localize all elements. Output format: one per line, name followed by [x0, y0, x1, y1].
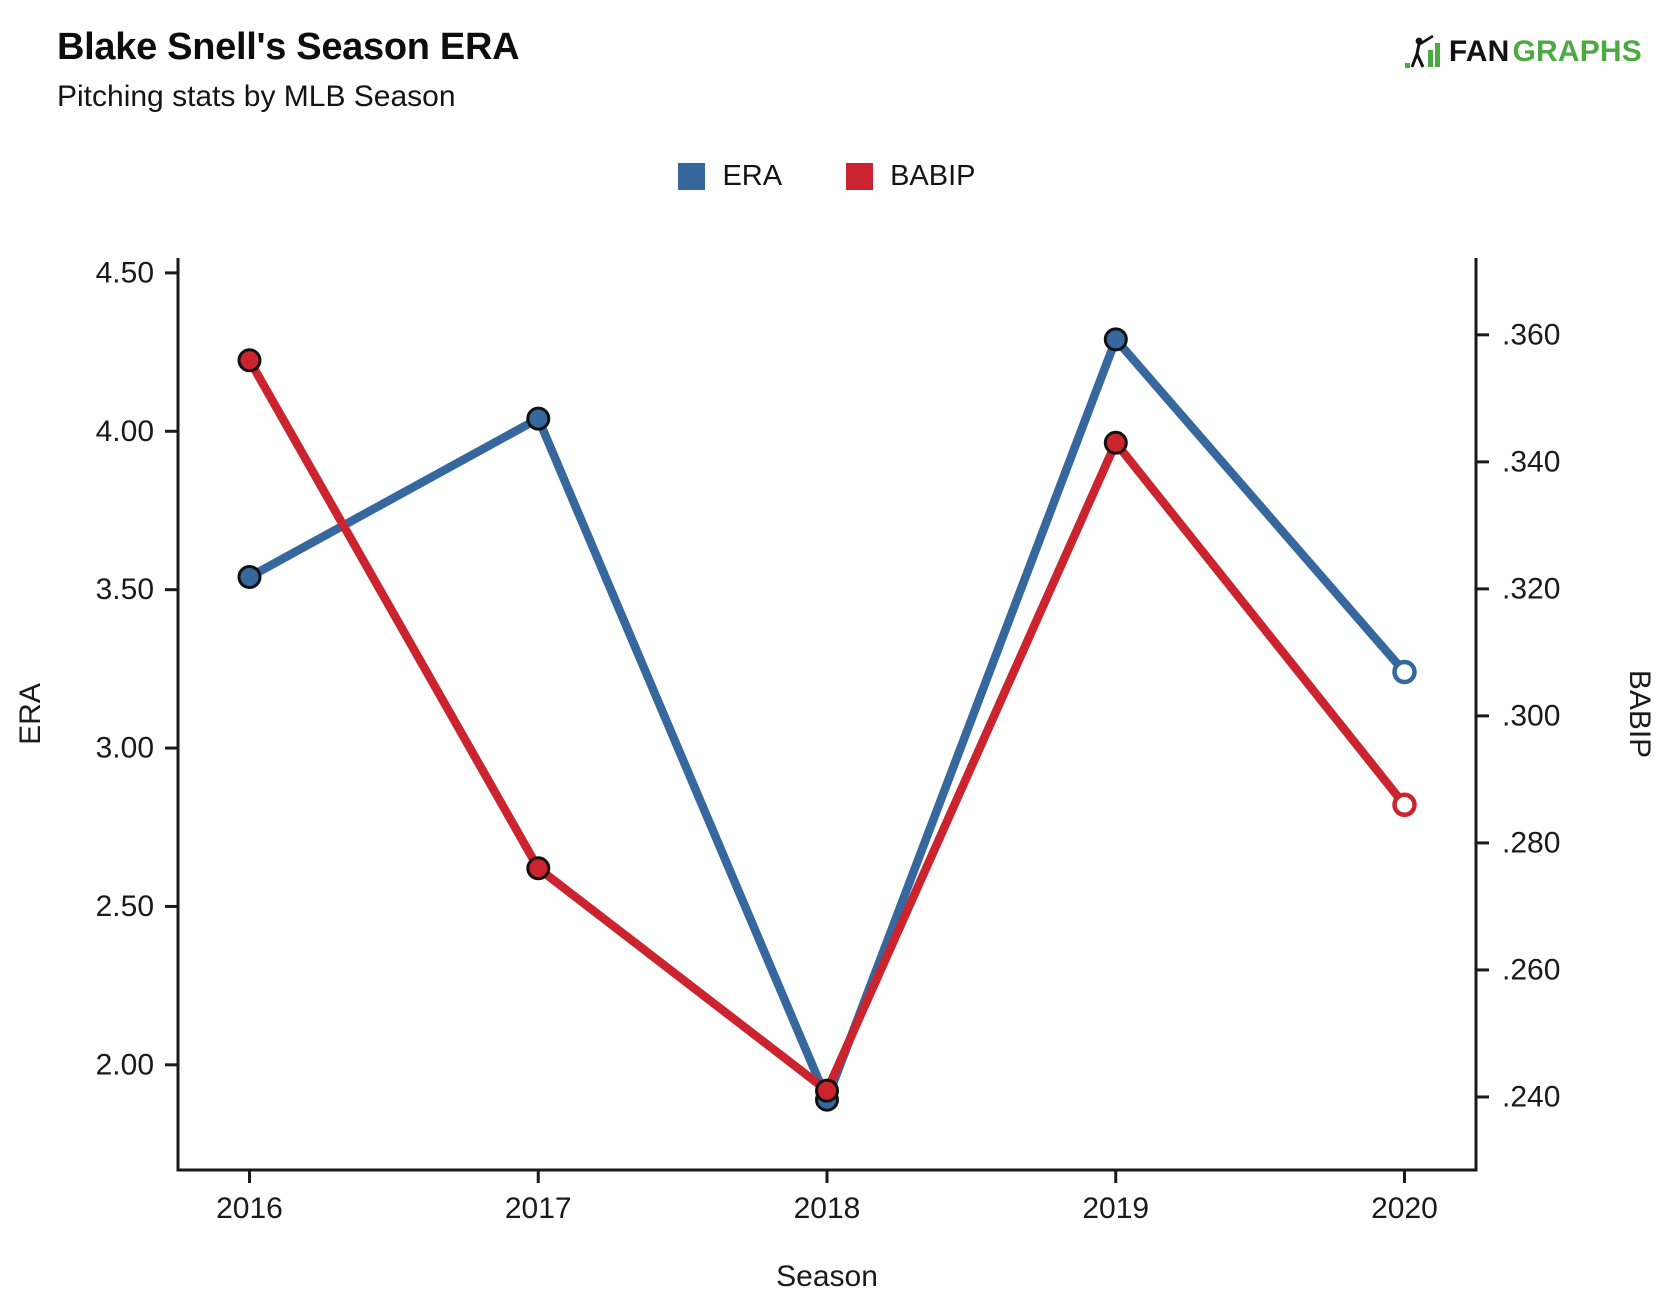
chart-legend: ERA BABIP	[178, 160, 1476, 193]
babip-axis-tick-label: .240	[1502, 1080, 1560, 1113]
babip-point-2020	[1392, 792, 1417, 818]
babip-point-2019	[1103, 430, 1128, 455]
logo-text-fan: FAN	[1448, 35, 1510, 68]
legend-item-babip[interactable]: BABIP	[846, 160, 976, 193]
babip-axis-tick-label: .340	[1502, 445, 1560, 478]
era-axis-tick-label: 3.00	[96, 732, 154, 765]
era-axis-tick-label: 4.00	[96, 415, 154, 448]
era-point-2017	[526, 406, 551, 431]
babip-axis-tick-label: .280	[1502, 826, 1560, 859]
chart-title: Blake Snell's Season ERA	[57, 26, 520, 68]
season-axis-tick-label: 2019	[1082, 1192, 1149, 1225]
era-axis-tick-label: 2.50	[96, 890, 154, 923]
era-point-2020	[1392, 659, 1417, 685]
fangraphs-logo[interactable]: FAN GRAPHS	[1404, 34, 1642, 70]
babip-axis-tick-label: .320	[1502, 572, 1560, 605]
era-legend-swatch	[678, 163, 706, 190]
era-point-2016	[237, 565, 262, 589]
babip-point-2016	[237, 348, 262, 373]
babip-axis-tick-label: .300	[1502, 699, 1560, 732]
era-line	[247, 331, 1408, 1112]
fangraphs-batter-icon	[1404, 34, 1440, 68]
left-axis-title: ERA	[14, 683, 47, 745]
babip-point-2018	[815, 1078, 839, 1103]
era-point-2019	[1103, 327, 1128, 352]
season-axis-tick-label: 2018	[794, 1192, 861, 1225]
right-axis-title: BABIP	[1623, 670, 1656, 758]
logo-text-graphs: GRAPHS	[1512, 35, 1642, 68]
era-axis-tick-label: 3.50	[96, 573, 154, 606]
era-axis-tick-label: 4.50	[96, 256, 154, 289]
babip-point-2017	[526, 856, 551, 881]
babip-legend-swatch	[846, 163, 874, 190]
era-legend-label: ERA	[722, 160, 783, 192]
season-axis-tick-label: 2016	[216, 1192, 283, 1225]
babip-axis-tick-label: .260	[1502, 953, 1560, 986]
x-axis-title: Season	[776, 1260, 878, 1293]
babip-axis-tick-label: .360	[1502, 318, 1560, 351]
babip-legend-label: BABIP	[890, 160, 976, 192]
chart-subtitle: Pitching stats by MLB Season	[57, 80, 456, 113]
season-axis-tick-label: 2020	[1371, 1192, 1438, 1225]
season-axis-tick-label: 2017	[505, 1192, 572, 1225]
legend-item-era[interactable]: ERA	[678, 160, 782, 193]
era-axis-tick-label: 2.00	[96, 1048, 154, 1081]
